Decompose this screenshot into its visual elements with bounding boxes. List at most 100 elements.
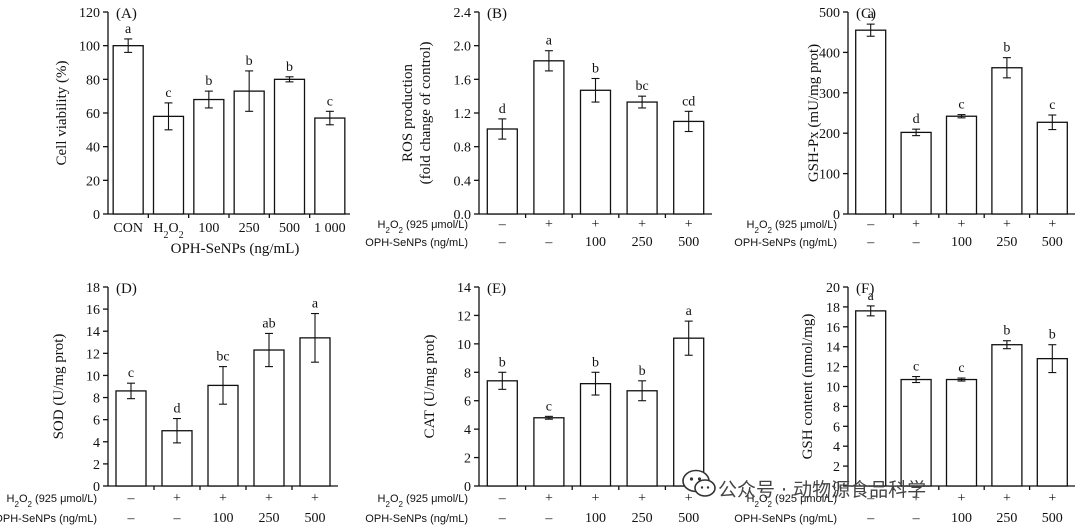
significance-letter: b	[592, 355, 599, 370]
y-tick-label: 4	[833, 440, 840, 455]
y-tick-label: 8	[833, 400, 840, 415]
bar	[579, 383, 612, 487]
significance-letter: c	[165, 86, 171, 101]
h2o2-condition: +	[545, 217, 553, 232]
h2o2-row-label: H2O2 (925 μmol/L)	[378, 219, 468, 235]
y-tick-label: 8	[464, 366, 471, 381]
significance-letter: c	[958, 98, 964, 113]
significance-letter: b	[592, 61, 599, 76]
h2o2-condition: –	[127, 491, 136, 506]
y-tick-label: 10	[826, 381, 840, 396]
significance-letter: c	[1049, 98, 1055, 113]
y-tick-label: 2	[833, 460, 840, 475]
bar	[579, 89, 612, 215]
panel-d: 0 2 4 6 8 10 12 14 16 18 c d bc ab a (D) SOD (U/mg prot)…	[0, 281, 338, 526]
oph-condition: 100	[585, 511, 606, 526]
panel-label: (A)	[116, 6, 137, 22]
significance-letter: bc	[635, 79, 648, 94]
y-tick-label: 2	[464, 452, 471, 467]
bar	[314, 117, 346, 215]
y-axis-label: SOD (U/mg prot)	[51, 334, 67, 440]
y-tick-label: 10	[86, 369, 100, 384]
h2o2-condition: +	[265, 491, 273, 506]
h2o2-condition: +	[219, 491, 227, 506]
bar	[673, 120, 705, 215]
bar	[945, 378, 978, 487]
significance-letter: d	[499, 102, 506, 117]
panel-label: (E)	[487, 281, 506, 297]
bar	[533, 417, 565, 487]
significance-letter: b	[639, 364, 646, 379]
oph-condition: 100	[951, 235, 972, 250]
y-tick-label: 18	[86, 281, 100, 296]
significance-letter: a	[868, 7, 875, 22]
oph-condition: 100	[213, 511, 234, 526]
oph-condition: –	[912, 511, 921, 526]
y-tick-label: 0	[93, 480, 100, 495]
y-tick-label: 1.6	[454, 73, 472, 88]
panel-a: 0 20 40 60 80 100 120 a c b b b c (A) Cell viability (…	[54, 6, 350, 257]
x-tick-label: CON	[113, 221, 143, 236]
h2o2-condition: +	[958, 491, 966, 506]
oph-condition: 250	[259, 511, 280, 526]
h2o2-condition: +	[638, 491, 646, 506]
y-tick-label: 100	[819, 168, 840, 183]
h2o2-condition: –	[866, 491, 875, 506]
h2o2-condition: +	[311, 491, 319, 506]
x-tick-label: 100	[198, 221, 219, 236]
y-tick-label: 500	[819, 6, 840, 21]
oph-condition: –	[127, 511, 136, 526]
oph-condition: 100	[951, 511, 972, 526]
y-tick-label: 2	[93, 458, 100, 473]
significance-letter: cd	[682, 94, 695, 109]
y-tick-label: 16	[826, 321, 840, 336]
panel-c: 0 100 200 300 400 500 a d c b c (C) GSH-Px (mU/mg pr…	[734, 6, 1075, 250]
bar	[1036, 357, 1068, 487]
h2o2-row-label: H2O2 (925 μmol/L)	[747, 219, 837, 235]
y-axis-label: GSH-Px (mU/mg prot)	[806, 44, 822, 182]
bar	[991, 67, 1023, 215]
significance-letter: b	[286, 60, 293, 75]
oph-condition: –	[866, 511, 875, 526]
panel-f: 0 2 4 6 8 10 12 14 16 18 20 a c c b b (F) GSH content (nm…	[734, 281, 1075, 526]
panel-label: (F)	[856, 281, 874, 297]
oph-row-label: OPH-SeNPs (ng/mL)	[365, 513, 468, 525]
y-tick-label: 0	[833, 208, 840, 223]
bar	[945, 115, 978, 215]
significance-letter: d	[913, 112, 920, 127]
oph-condition: –	[544, 511, 553, 526]
oph-condition: –	[498, 511, 507, 526]
y-tick-label: 6	[93, 414, 100, 429]
y-tick-label: 100	[79, 40, 100, 55]
panel-label: (C)	[856, 6, 876, 22]
x-tick-label: H2O2	[153, 221, 183, 241]
y-tick-label: 0.4	[454, 174, 472, 189]
y-tick-label: 0.0	[454, 208, 472, 223]
panel-label: (D)	[116, 281, 137, 297]
significance-letter: c	[128, 366, 134, 381]
significance-letter: bc	[216, 350, 229, 365]
y-tick-label: 0	[93, 208, 100, 223]
h2o2-condition: +	[592, 217, 600, 232]
y-tick-label: 120	[79, 6, 100, 21]
wechat-icon	[682, 469, 716, 497]
significance-letter: a	[546, 34, 553, 49]
bar	[273, 78, 306, 215]
significance-letter: b	[1003, 324, 1010, 339]
y-axis-label: CAT (U/mg prot)	[422, 335, 438, 439]
y-tick-label: 4	[464, 423, 471, 438]
h2o2-condition: –	[498, 491, 507, 506]
y-tick-label: 1.2	[454, 107, 472, 122]
bar	[626, 101, 658, 215]
y-tick-label: 20	[86, 174, 100, 189]
y-tick-label: 6	[833, 420, 840, 435]
oph-row-label: OPH-SeNPs (ng/mL)	[0, 513, 97, 525]
bar	[991, 344, 1023, 487]
h2o2-condition: +	[1048, 217, 1056, 232]
oph-condition: 500	[1042, 511, 1063, 526]
x-tick-label: 500	[279, 221, 300, 236]
h2o2-condition: +	[592, 491, 600, 506]
h2o2-row-label: H2O2 (925 μmol/L)	[378, 493, 468, 509]
